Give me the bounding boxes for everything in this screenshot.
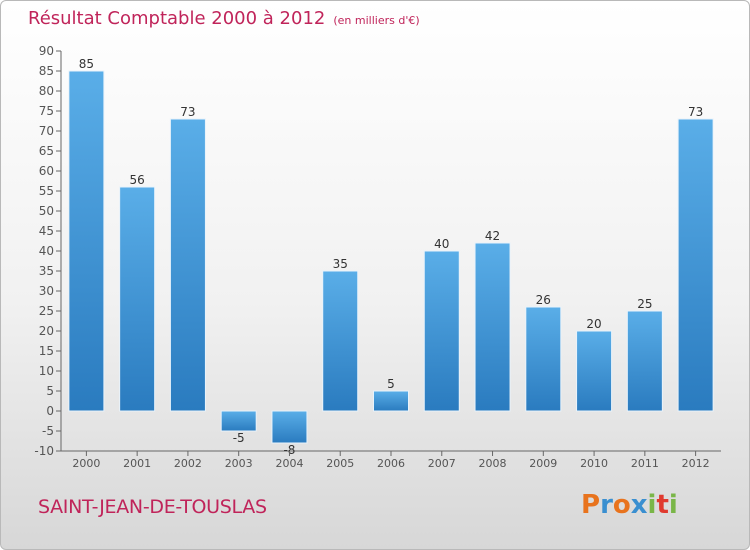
data-label: 5 bbox=[387, 377, 395, 391]
data-label: 35 bbox=[333, 257, 348, 271]
x-tick-label: 2011 bbox=[631, 457, 659, 470]
x-tick-label: 2002 bbox=[174, 457, 202, 470]
logo-letter: i bbox=[668, 490, 678, 520]
logo-letter: o bbox=[612, 490, 631, 520]
data-label: 42 bbox=[485, 229, 500, 243]
x-tick-label: 2008 bbox=[479, 457, 507, 470]
bar bbox=[576, 330, 613, 412]
data-label: 40 bbox=[434, 237, 449, 251]
bar bbox=[423, 250, 460, 412]
y-tick-label: 20 bbox=[39, 324, 54, 338]
city-name: SAINT-JEAN-DE-TOUSLAS bbox=[38, 496, 267, 518]
logo-letter: i bbox=[647, 490, 657, 520]
logo-letter: t bbox=[656, 490, 669, 520]
proxiti-logo: Proxiti bbox=[581, 490, 678, 520]
data-label: 25 bbox=[637, 297, 652, 311]
bar bbox=[474, 242, 511, 412]
title-unit: (en milliers d'€) bbox=[333, 14, 420, 27]
title-text: Résultat Comptable 2000 à 2012 bbox=[28, 8, 326, 29]
y-tick-label: 85 bbox=[39, 64, 54, 78]
bar bbox=[271, 410, 308, 444]
data-label: 85 bbox=[79, 57, 94, 71]
y-tick-label: 15 bbox=[39, 344, 54, 358]
y-tick-label: 75 bbox=[39, 104, 54, 118]
y-tick-label: 25 bbox=[39, 304, 54, 318]
data-label: 26 bbox=[536, 293, 551, 307]
x-tick-label: 2012 bbox=[682, 457, 710, 470]
logo-letter: r bbox=[600, 490, 613, 520]
bar bbox=[119, 186, 156, 412]
x-tick-label: 2009 bbox=[529, 457, 557, 470]
bar bbox=[68, 70, 105, 412]
y-tick-label: -5 bbox=[42, 424, 54, 438]
y-tick-label: 40 bbox=[39, 244, 54, 258]
bar bbox=[373, 390, 409, 412]
x-tick-label: 2000 bbox=[72, 457, 100, 470]
data-label: 56 bbox=[130, 173, 145, 187]
y-tick-label: 5 bbox=[46, 384, 54, 398]
y-tick-label: -10 bbox=[34, 444, 54, 458]
bar bbox=[525, 306, 562, 412]
logo-letter: x bbox=[630, 490, 648, 520]
y-tick-label: 80 bbox=[39, 84, 54, 98]
x-tick-label: 2007 bbox=[428, 457, 456, 470]
data-label: -5 bbox=[233, 431, 245, 445]
chart-title: Résultat Comptable 2000 à 2012 (en millie… bbox=[28, 8, 420, 29]
y-tick-label: 65 bbox=[39, 144, 54, 158]
y-tick-label: 50 bbox=[39, 204, 54, 218]
bar bbox=[169, 118, 206, 412]
data-label: 73 bbox=[180, 105, 195, 119]
bar bbox=[220, 410, 257, 432]
y-tick-label: 55 bbox=[39, 184, 54, 198]
x-tick-label: 2006 bbox=[377, 457, 405, 470]
data-label: 20 bbox=[586, 317, 601, 331]
y-tick-label: 0 bbox=[46, 404, 54, 418]
y-tick-label: 45 bbox=[39, 224, 54, 238]
logo-letter: P bbox=[581, 490, 601, 520]
x-tick-label: 2001 bbox=[123, 457, 151, 470]
bar bbox=[677, 118, 714, 412]
y-tick-label: 35 bbox=[39, 264, 54, 278]
x-tick-label: 2003 bbox=[225, 457, 253, 470]
data-label: 73 bbox=[688, 105, 703, 119]
y-tick-label: 10 bbox=[39, 364, 54, 378]
x-tick-label: 2004 bbox=[275, 457, 303, 470]
x-tick-label: 2010 bbox=[580, 457, 608, 470]
y-tick-label: 90 bbox=[39, 44, 54, 58]
y-tick-label: 60 bbox=[39, 164, 54, 178]
bar bbox=[626, 310, 663, 412]
y-tick-label: 30 bbox=[39, 284, 54, 298]
data-label: -8 bbox=[283, 443, 295, 457]
bar bbox=[322, 270, 359, 412]
x-tick-label: 2005 bbox=[326, 457, 354, 470]
y-tick-label: 70 bbox=[39, 124, 54, 138]
